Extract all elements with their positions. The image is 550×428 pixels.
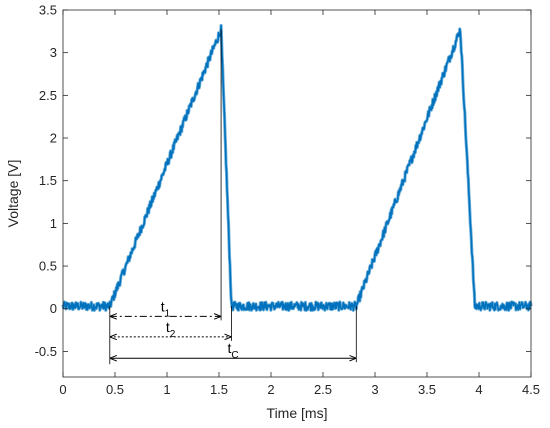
annotation-label-tc: tC xyxy=(227,340,238,361)
x-tick-label: 1 xyxy=(163,382,170,397)
annotation-label-t2: t2 xyxy=(166,319,176,340)
annotation-label-main: t xyxy=(161,298,165,314)
y-tick-label: 0.5 xyxy=(39,259,57,274)
annotation-label-main: t xyxy=(227,340,231,356)
x-tick-label: 3 xyxy=(371,382,378,397)
y-tick-label: 3 xyxy=(50,45,57,60)
voltage-series-band xyxy=(61,23,533,312)
x-tick-label: 1.5 xyxy=(210,382,228,397)
x-tick-label: 4.5 xyxy=(522,382,540,397)
y-tick-label: 1 xyxy=(50,216,57,231)
annotation-label-subscript: C xyxy=(231,350,238,361)
y-axis-label: Voltage [V] xyxy=(5,160,21,228)
y-tick-label: -0.5 xyxy=(35,344,57,359)
y-tick-label: 3.5 xyxy=(39,3,57,18)
x-tick-label: 2.5 xyxy=(314,382,332,397)
y-tick-label: 1.5 xyxy=(39,173,57,188)
y-tick-label: 0 xyxy=(50,301,57,316)
plot-frame xyxy=(62,9,532,378)
x-axis-label: Time [ms] xyxy=(267,405,328,421)
series-layer xyxy=(61,23,533,312)
x-tick-label: 2 xyxy=(267,382,274,397)
x-tick-label: 0 xyxy=(59,382,66,397)
x-tick-label: 4 xyxy=(475,382,482,397)
tick-layer: 0 0.5 1 1.5 2 2.5 3 3.5 4 4.5 -0.5 0 0.5 1 1.5 2 2.5 3 3.5 xyxy=(35,3,540,398)
y-tick-label: 2.5 xyxy=(39,88,57,103)
x-tick-label: 0.5 xyxy=(106,382,124,397)
x-tick-label: 3.5 xyxy=(418,382,436,397)
annotation-label-subscript: 2 xyxy=(170,329,176,340)
annotation-label-t1: t1 xyxy=(161,298,171,319)
annotation-label-subscript: 1 xyxy=(165,308,171,319)
y-tick-label: 2 xyxy=(50,131,57,146)
annotation-label-main: t xyxy=(166,319,170,335)
